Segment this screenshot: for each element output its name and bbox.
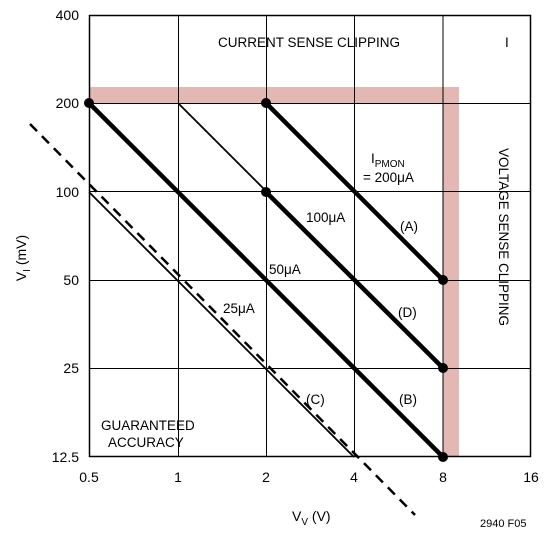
series-25ua-line-c [88, 191, 355, 458]
marker-d-start [84, 98, 94, 108]
y-tick-label: 200 [56, 95, 80, 111]
ipmon-value-label: = 200μA [363, 170, 414, 185]
series-d-line [87, 101, 445, 459]
x-axis-title-unit: (V) [308, 508, 331, 524]
y-axis-title-unit: (mV) [13, 235, 29, 269]
marker-a-start [261, 98, 271, 108]
clip-band-top [89, 87, 459, 103]
label-50ua: 50μA [269, 262, 301, 277]
plot-frame [88, 14, 532, 458]
marker-b-mid [261, 187, 271, 197]
x-tick-labels: 0.5 1 2 4 8 16 [79, 469, 539, 485]
x-tick-label: 1 [174, 469, 182, 485]
x-axis-title-main: V [292, 508, 302, 524]
ipmon-main: I [371, 151, 375, 166]
clipping-region [89, 87, 459, 457]
x-axis-title-sub: V [301, 517, 308, 528]
x-tick-label: 8 [439, 469, 447, 485]
label-25ua: 25μA [223, 301, 255, 316]
gridlines [89, 15, 531, 457]
data-markers [84, 98, 448, 462]
marker-b-end [438, 363, 448, 373]
y-tick-label: 50 [63, 272, 79, 288]
label-a: (A) [400, 219, 418, 234]
label-d: (D) [398, 305, 417, 320]
x-tick-label: 4 [350, 469, 358, 485]
marker-a-end [438, 275, 448, 285]
clip-band-right [443, 87, 459, 457]
x-tick-label: 2 [262, 469, 270, 485]
label-b: (B) [399, 392, 417, 407]
region-i-label: I [505, 35, 509, 50]
y-tick-label: 12.5 [52, 449, 79, 465]
series-a-line [264, 101, 445, 282]
x-tick-label: 16 [523, 469, 539, 485]
guaranteed-accuracy-label-line1: GUARANTEED [101, 418, 195, 433]
y-tick-labels: 400 200 100 50 25 12.5 [52, 7, 79, 465]
guaranteed-accuracy-boundary [29, 123, 416, 516]
x-tick-label: 0.5 [79, 469, 99, 485]
y-tick-label: 400 [56, 7, 80, 23]
ipmon-sub: PMON [375, 159, 405, 170]
series-b-line [264, 190, 445, 370]
label-100ua: 100μA [306, 210, 345, 225]
y-tick-label: 25 [63, 360, 79, 376]
y-axis-title: VI (mV) [13, 235, 33, 281]
figure-id: 2940 F05 [480, 518, 526, 530]
guaranteed-accuracy-label-line2: ACCURACY [108, 435, 184, 450]
y-axis-title-main: V [13, 271, 29, 281]
current-sense-clipping-label: CURRENT SENSE CLIPPING [218, 35, 400, 50]
marker-d-end [438, 452, 448, 462]
label-c: (C) [306, 392, 325, 407]
y-tick-label: 100 [56, 184, 80, 200]
x-axis-title: VV (V) [292, 508, 331, 528]
voltage-sense-clipping-label: VOLTAGE SENSE CLIPPING [496, 148, 511, 326]
ipmon-label: IPMON [371, 151, 405, 170]
y-axis-title-sub: I [22, 269, 33, 272]
